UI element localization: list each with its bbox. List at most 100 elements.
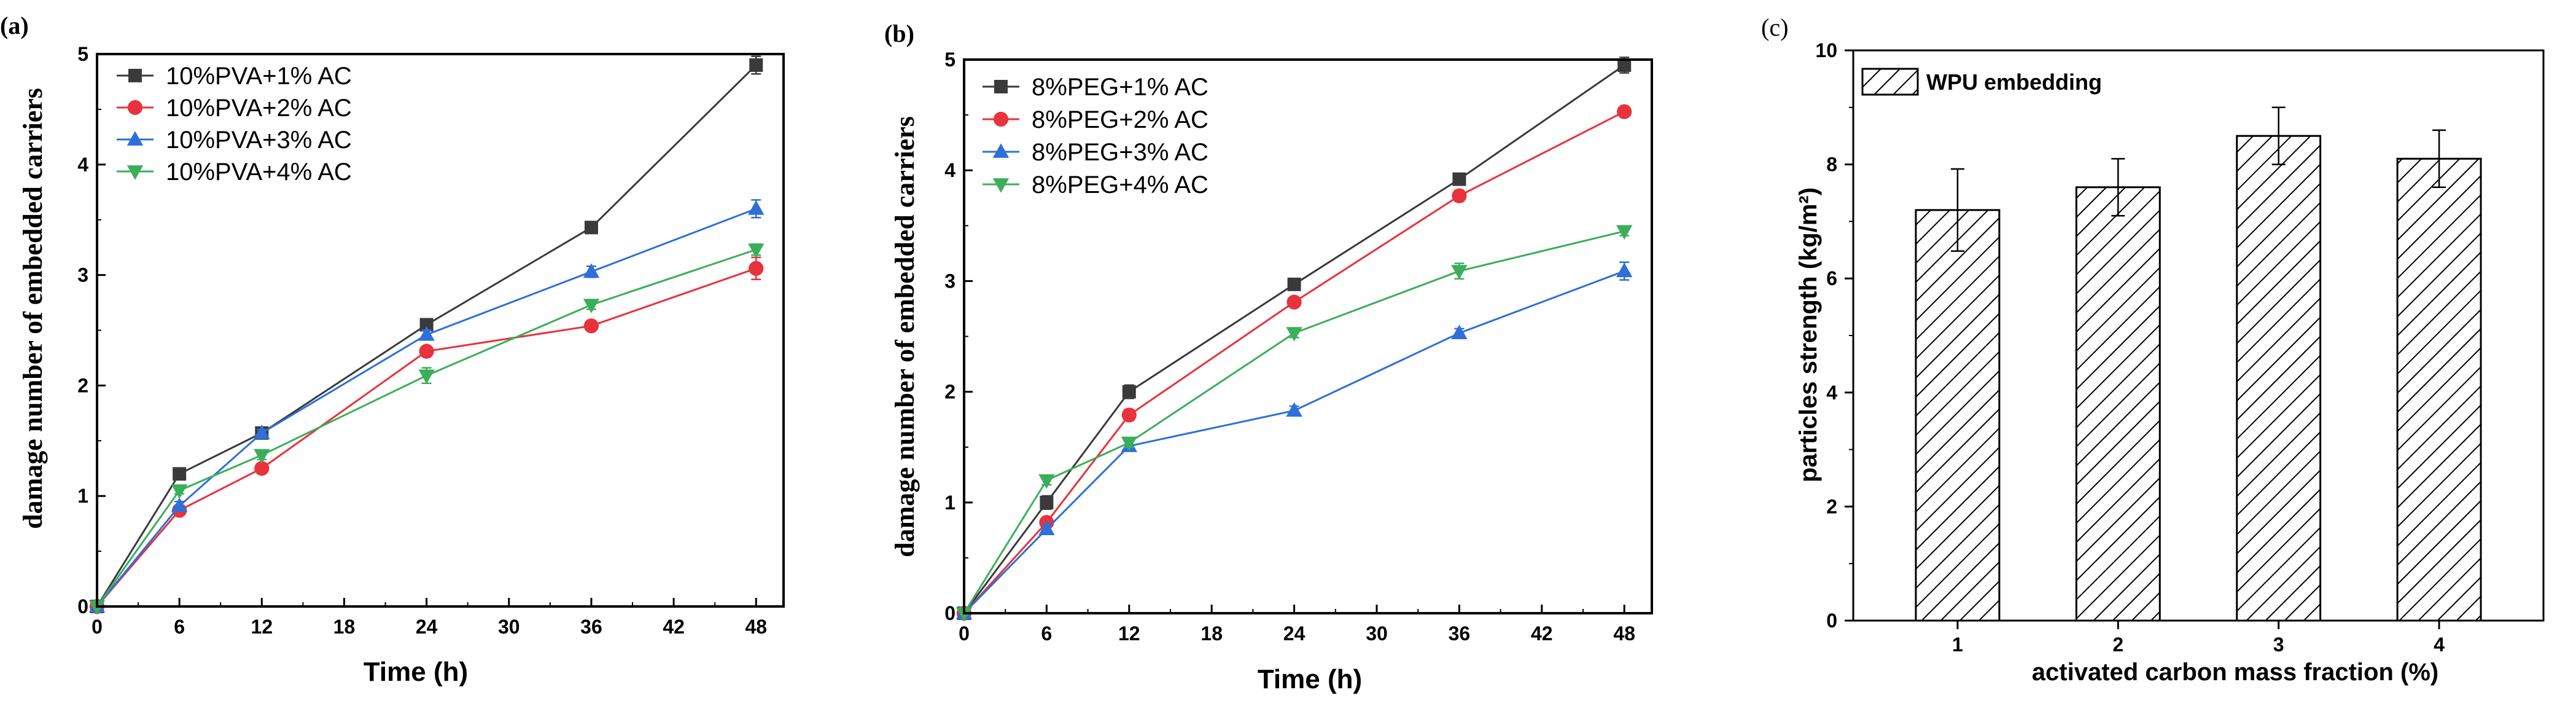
panel-a-x-axis-label: Time (h) (364, 657, 468, 687)
panel-a-y-tick-label: 0 (77, 595, 88, 618)
panel-a-legend-marker-4 (126, 165, 144, 180)
panel-b-x-tick-label: 36 (1449, 622, 1471, 645)
panel-a-series-3-line (96, 208, 757, 607)
panel-b-series-2-line (963, 111, 1625, 614)
panel-c-bar (2075, 186, 2161, 622)
panel-a-series-1-point (419, 318, 434, 332)
panel-a-frame (96, 53, 785, 608)
panel-a-series-3-point (418, 326, 435, 341)
panel-c-y-tick-label: 0 (1826, 610, 1837, 632)
panel-a-series-3-point (748, 200, 765, 215)
panel-a-x-tick-label: 6 (174, 616, 185, 638)
panel-b-x-tick-label: 6 (1041, 622, 1053, 645)
panel-c-y-tick-label: 6 (1826, 267, 1837, 289)
panel-b-legend-label-1: 8%PEG+1% AC (1032, 74, 1208, 101)
panel-b-series-4-point (1121, 436, 1137, 452)
panel-b-x-tick-label: 24 (1283, 622, 1306, 645)
panel-c-legend-label: WPU embedding (1926, 69, 2102, 95)
panel-b-series-1-point (1452, 172, 1466, 186)
panel-b-series-2-point (1617, 104, 1632, 119)
panel-a-series-4-point (748, 243, 765, 258)
panel-a-legend-label-4: 10%PVA+4% AC (166, 159, 352, 186)
panel-a-legend-label-2: 10%PVA+2% AC (166, 95, 352, 122)
panel-c-y-tick-label: 10 (1815, 39, 1837, 61)
panel-a-x-tick-label: 12 (251, 616, 273, 638)
panel-b-x-tick-label: 30 (1366, 622, 1388, 645)
panel-b-legend-label-3: 8%PEG+3% AC (1032, 139, 1208, 166)
panel-a-x-tick-label: 0 (91, 616, 103, 638)
panel-b-series-4-line (963, 230, 1625, 614)
panel-a-x-tick-label: 18 (333, 616, 356, 638)
panel-b-series-1-point (1287, 277, 1301, 291)
panel-a-legend: 10%PVA+1% AC 10%PVA+2% AC 10%PVA+3% AC 10%P… (117, 63, 352, 186)
panel-c-x-axis-label: activated carbon mass fraction (%) (2032, 659, 2438, 686)
panel-a-marks (88, 55, 765, 615)
panel-a-y-axis-label: damage number of embedded carriers (18, 88, 48, 529)
panel-a-y-tick-label: 2 (77, 374, 88, 396)
panel-b-series-1-point (1040, 495, 1054, 509)
panel-c-bar (2236, 135, 2322, 622)
panel-b-legend: 8%PEG+1% AC 8%PEG+2% AC 8%PEG+3% AC 8%PEG+4… (983, 74, 1208, 198)
panel-b-x-tick-label: 12 (1118, 622, 1140, 645)
panel-a-x-tick-label: 48 (745, 616, 767, 638)
panel-a-y-tick-label: 3 (77, 264, 88, 286)
panel-a-label: (a) (0, 12, 29, 39)
panel-b-series-4-point (1616, 225, 1633, 240)
panel-a-legend-marker-3 (126, 131, 144, 146)
panel-a-x-tick-label: 30 (498, 616, 520, 638)
panel-b-legend-marker-1 (994, 80, 1008, 93)
panel-b-y-tick-label: 3 (944, 270, 955, 292)
panel-a-series-2-point (583, 318, 599, 334)
panel-b-series-3-point (1616, 262, 1633, 278)
panel-b-series-2-point (1286, 294, 1302, 310)
panel-c-x-tick-label: 4 (2434, 634, 2445, 656)
panel-a-y-tick-label: 5 (77, 43, 88, 65)
panel-c-x-tick-label: 3 (2273, 634, 2284, 656)
panel-b-x-axis-label: Time (h) (1258, 664, 1362, 694)
panel-b-series-4-point (1451, 265, 1468, 280)
panel-a-series-1-point (584, 221, 598, 235)
panel-a-series-3-point (254, 424, 270, 439)
panel-b-series-1-point (1122, 385, 1136, 399)
panel-a-series-2-point (419, 343, 434, 359)
panel-a-y-tick-label: 4 (77, 154, 88, 176)
panel-b-legend-marker-2 (993, 111, 1009, 127)
panel-b-series-1-point (1617, 58, 1632, 73)
panel-a-legend-marker-1 (128, 69, 142, 82)
panel-c-label: (c) (1761, 14, 1788, 41)
panel-a-x-tick-label: 24 (416, 616, 438, 638)
panel-c-y-tick-label: 4 (1826, 382, 1837, 404)
panel-c-y-axis-label: particles strength (kg/m²) (1795, 187, 1822, 482)
panel-b-series-4-point (1038, 474, 1055, 489)
panel-a-series-2-line (96, 267, 757, 607)
panel-a-series-1-point (173, 467, 187, 481)
panel-b-series-2-point (1452, 188, 1467, 203)
panel-b-series-1-line (963, 64, 1625, 614)
panel-b-x-tick-label: 48 (1613, 622, 1635, 645)
panel-c-x-tick-label: 1 (1952, 634, 1963, 656)
panel-a-series-1-point (749, 58, 763, 72)
panel-a-legend-label-1: 10%PVA+1% AC (166, 63, 352, 90)
panel-b-series-4-point (1286, 327, 1302, 342)
panel-b: (b) damage number of embedded carriers T… (884, 20, 1653, 694)
panel-b-frame (963, 58, 1653, 614)
panel-b-y-axis-label: damage number of embedded carriers (890, 116, 920, 557)
panel-b-legend-label-2: 8%PEG+2% AC (1032, 106, 1208, 133)
panel-b-legend-marker-3 (992, 143, 1010, 158)
panel-a-series-4-point (171, 484, 188, 499)
panel-a-series-4-line (96, 248, 757, 607)
panel-a: (a) damage number of embedded carriers T… (0, 12, 785, 687)
panel-b-x-tick-label: 42 (1531, 622, 1553, 645)
panel-b-y-tick-label: 1 (944, 492, 955, 514)
panel-c-legend: WPU embedding (1861, 68, 2102, 96)
panel-c-x-tick-label: 2 (2112, 634, 2123, 656)
panel-a-series-4-point (418, 369, 435, 384)
panel-a-series-1-line (96, 64, 757, 607)
panel-a-x-tick-label: 36 (580, 616, 602, 638)
panel-c-bar (1915, 209, 2001, 622)
panel-b-legend-label-4: 8%PEG+4% AC (1032, 171, 1208, 198)
panel-b-series-3-line (963, 270, 1625, 614)
